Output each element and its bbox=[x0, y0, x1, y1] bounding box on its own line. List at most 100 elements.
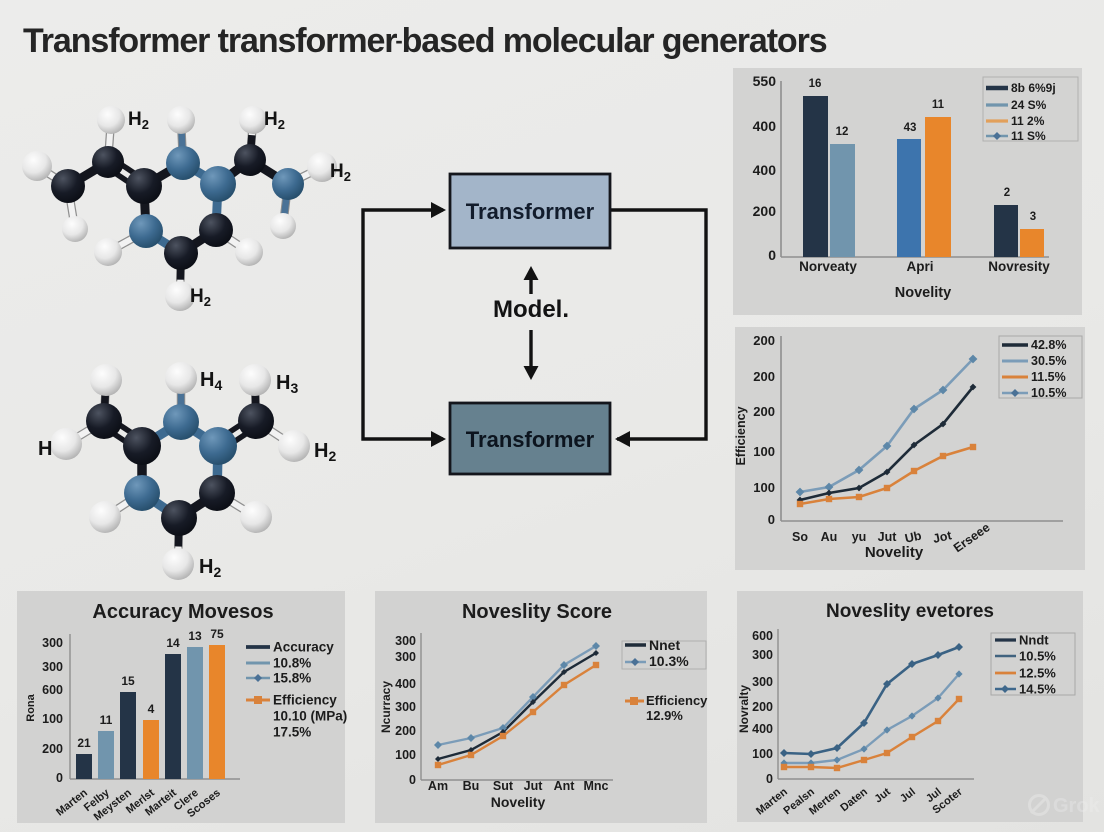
svg-text:H2: H2 bbox=[199, 556, 221, 580]
svg-text:Nndt: Nndt bbox=[1019, 633, 1049, 648]
svg-text:100: 100 bbox=[42, 712, 63, 726]
svg-text:Nnet: Nnet bbox=[649, 637, 680, 653]
svg-text:Efficiency: Efficiency bbox=[734, 406, 748, 465]
svg-text:300: 300 bbox=[42, 660, 63, 674]
svg-text:13: 13 bbox=[188, 629, 202, 643]
svg-text:Jot: Jot bbox=[932, 528, 954, 546]
svg-text:Accuracy: Accuracy bbox=[273, 640, 334, 655]
svg-text:Efficiency: Efficiency bbox=[646, 693, 708, 708]
svg-text:600: 600 bbox=[752, 629, 773, 643]
svg-text:300: 300 bbox=[42, 636, 63, 650]
svg-text:400: 400 bbox=[753, 162, 777, 178]
svg-text:11: 11 bbox=[100, 713, 113, 727]
svg-text:12.5%: 12.5% bbox=[1019, 666, 1056, 681]
svg-text:12.9%: 12.9% bbox=[646, 708, 683, 723]
svg-text:550: 550 bbox=[753, 73, 777, 89]
svg-text:Novelity: Novelity bbox=[865, 544, 924, 561]
svg-text:30.5%: 30.5% bbox=[1031, 354, 1066, 368]
svg-text:100: 100 bbox=[752, 747, 773, 761]
svg-text:21: 21 bbox=[77, 736, 91, 750]
svg-text:0: 0 bbox=[766, 772, 773, 786]
svg-text:200: 200 bbox=[753, 203, 777, 219]
svg-text:75: 75 bbox=[210, 627, 224, 641]
svg-text:200: 200 bbox=[42, 742, 63, 756]
svg-text:Efficiency: Efficiency bbox=[273, 693, 337, 708]
svg-text:11 2%: 11 2% bbox=[1011, 114, 1045, 128]
svg-text:11 S%: 11 S% bbox=[1011, 129, 1046, 143]
svg-text:43: 43 bbox=[904, 122, 917, 134]
svg-text:Ant: Ant bbox=[554, 779, 576, 793]
svg-text:Ub: Ub bbox=[904, 528, 924, 545]
svg-text:Sut: Sut bbox=[493, 779, 514, 793]
svg-text:H2: H2 bbox=[330, 161, 351, 184]
svg-text:300: 300 bbox=[752, 675, 773, 689]
svg-text:24 S%: 24 S% bbox=[1011, 98, 1047, 112]
svg-text:0: 0 bbox=[56, 771, 63, 785]
svg-text:400: 400 bbox=[752, 722, 773, 736]
svg-text:600: 600 bbox=[42, 683, 63, 697]
svg-text:10.10 (MPa): 10.10 (MPa) bbox=[273, 709, 347, 724]
svg-text:H4: H4 bbox=[200, 369, 222, 393]
svg-text:Jut: Jut bbox=[878, 530, 898, 544]
svg-text:Transformer: Transformer bbox=[466, 427, 595, 452]
svg-text:0: 0 bbox=[768, 247, 776, 263]
svg-text:0: 0 bbox=[409, 773, 416, 787]
svg-text:8b 6%9j: 8b 6%9j bbox=[1011, 81, 1056, 95]
svg-text:Transformer: Transformer bbox=[466, 199, 595, 224]
svg-text:Grok: Grok bbox=[1053, 795, 1101, 817]
svg-text:H2: H2 bbox=[190, 286, 211, 309]
svg-text:11: 11 bbox=[932, 99, 945, 111]
svg-text:Novelity: Novelity bbox=[895, 285, 951, 301]
svg-text:yu: yu bbox=[852, 530, 867, 544]
svg-text:16: 16 bbox=[809, 78, 822, 90]
svg-text:H2: H2 bbox=[128, 109, 149, 132]
svg-text:Model.: Model. bbox=[493, 296, 569, 323]
svg-text:14.5%: 14.5% bbox=[1019, 682, 1056, 697]
svg-text:H3: H3 bbox=[276, 372, 298, 396]
svg-text:Apri: Apri bbox=[907, 259, 934, 274]
svg-text:300: 300 bbox=[395, 650, 416, 664]
svg-text:100: 100 bbox=[395, 748, 416, 762]
svg-text:10.3%: 10.3% bbox=[649, 653, 689, 669]
svg-text:200: 200 bbox=[753, 404, 775, 419]
svg-text:15: 15 bbox=[121, 674, 135, 688]
svg-text:H: H bbox=[38, 438, 52, 460]
svg-text:42.8%: 42.8% bbox=[1031, 338, 1066, 352]
svg-text:0: 0 bbox=[768, 512, 775, 527]
svg-text:400: 400 bbox=[395, 677, 416, 691]
svg-text:Jut: Jut bbox=[524, 779, 544, 793]
svg-text:2: 2 bbox=[1004, 187, 1010, 199]
svg-text:10.5%: 10.5% bbox=[1019, 649, 1056, 664]
svg-text:200: 200 bbox=[752, 700, 773, 714]
svg-text:14: 14 bbox=[166, 636, 180, 650]
svg-text:200: 200 bbox=[753, 369, 775, 384]
svg-text:Noveslity evetores: Noveslity evetores bbox=[826, 601, 994, 622]
svg-text:Am: Am bbox=[428, 779, 448, 793]
svg-text:Noveslity Score: Noveslity Score bbox=[462, 601, 612, 623]
svg-text:12: 12 bbox=[836, 126, 849, 138]
svg-text:H2: H2 bbox=[314, 440, 336, 464]
svg-text:300: 300 bbox=[395, 700, 416, 714]
svg-text:Novresity: Novresity bbox=[988, 259, 1050, 274]
svg-text:Novelity: Novelity bbox=[491, 794, 546, 810]
svg-text:300: 300 bbox=[395, 634, 416, 648]
svg-text:100: 100 bbox=[753, 444, 775, 459]
svg-text:200: 200 bbox=[753, 333, 775, 348]
svg-text:Accuracy Movesos: Accuracy Movesos bbox=[92, 601, 273, 623]
svg-text:10.8%: 10.8% bbox=[273, 656, 311, 671]
svg-text:4: 4 bbox=[148, 702, 155, 716]
svg-text:Bu: Bu bbox=[463, 779, 480, 793]
svg-text:Ncurracy: Ncurracy bbox=[379, 681, 393, 733]
svg-text:100: 100 bbox=[753, 480, 775, 495]
svg-text:Au: Au bbox=[821, 530, 838, 544]
svg-text:200: 200 bbox=[395, 724, 416, 738]
svg-text:400: 400 bbox=[753, 118, 777, 134]
svg-text:15.8%: 15.8% bbox=[273, 671, 311, 686]
svg-text:10.5%: 10.5% bbox=[1031, 386, 1066, 400]
svg-text:300: 300 bbox=[752, 648, 773, 662]
svg-text:Norveaty: Norveaty bbox=[799, 259, 857, 274]
svg-text:Novralty: Novralty bbox=[737, 685, 751, 733]
svg-text:Rona: Rona bbox=[25, 693, 37, 721]
svg-text:So: So bbox=[792, 530, 808, 544]
svg-text:3: 3 bbox=[1030, 211, 1036, 223]
